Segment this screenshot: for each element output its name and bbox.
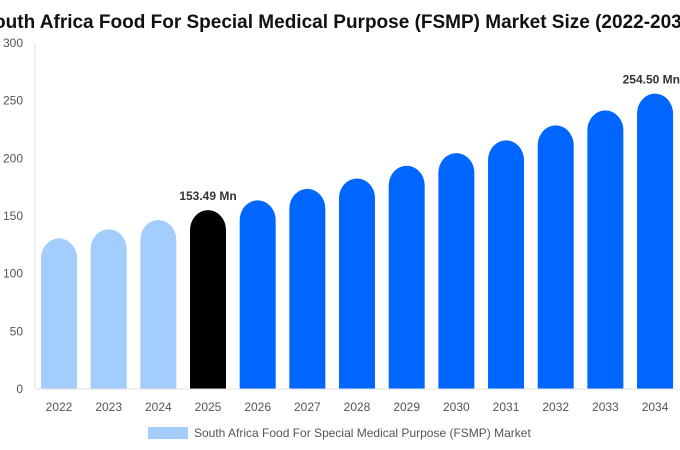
bars xyxy=(41,93,674,390)
x-tick-label: 2028 xyxy=(344,400,371,414)
bar-2030[interactable] xyxy=(438,153,475,389)
x-tick-label: 2034 xyxy=(642,400,669,414)
y-tick-label: 100 xyxy=(3,267,23,281)
bar-2023[interactable] xyxy=(90,229,127,389)
legend-label: South Africa Food For Special Medical Pu… xyxy=(194,426,531,440)
x-tick-label: 2024 xyxy=(145,400,172,414)
bar-2028[interactable] xyxy=(339,178,376,389)
x-tick-label: 2033 xyxy=(592,400,619,414)
y-tick-label: 250 xyxy=(3,94,23,108)
bar-2031[interactable] xyxy=(488,140,525,389)
y-tick-label: 200 xyxy=(3,151,23,165)
x-axis: 2022 2023 2024 2025 2026 2027 2028 2029 2030 2031… xyxy=(35,388,680,414)
data-label-2025: 153.49 Mn xyxy=(179,189,236,203)
chart-title: South Africa Food For Special Medical Pu… xyxy=(0,12,680,33)
x-tick-label: 2032 xyxy=(542,400,569,414)
x-tick-label: 2029 xyxy=(393,400,420,414)
x-tick-label: 2030 xyxy=(443,400,470,414)
data-labels: 153.49 Mn 254.50 Mn xyxy=(179,72,680,202)
bar-2024[interactable] xyxy=(140,219,177,389)
x-tick-label: 2027 xyxy=(294,400,321,414)
y-tick-label: 150 xyxy=(3,209,23,223)
legend-swatch xyxy=(148,427,188,439)
bar-2022[interactable] xyxy=(41,238,77,389)
x-tick-label: 2025 xyxy=(195,400,222,414)
x-tick-label: 2023 xyxy=(95,400,122,414)
bar-2025[interactable] xyxy=(190,210,227,389)
data-label-2034: 254.50 Mn xyxy=(623,72,680,86)
y-tick-label: 50 xyxy=(10,324,24,338)
y-axis: 0 50 100 150 200 250 300 xyxy=(3,36,36,396)
bar-2027[interactable] xyxy=(289,188,326,389)
bar-2029[interactable] xyxy=(388,165,425,389)
x-tick-label: 2022 xyxy=(46,400,73,414)
bar-2032[interactable] xyxy=(537,125,574,389)
x-tick-label: 2031 xyxy=(493,400,520,414)
legend[interactable]: South Africa Food For Special Medical Pu… xyxy=(148,426,531,440)
bar-2026[interactable] xyxy=(239,200,276,389)
bar-2034[interactable] xyxy=(637,93,674,390)
bar-2033[interactable] xyxy=(587,110,624,390)
y-tick-label: 300 xyxy=(3,36,23,50)
x-tick-label: 2026 xyxy=(244,400,271,414)
y-tick-label: 0 xyxy=(16,382,23,396)
